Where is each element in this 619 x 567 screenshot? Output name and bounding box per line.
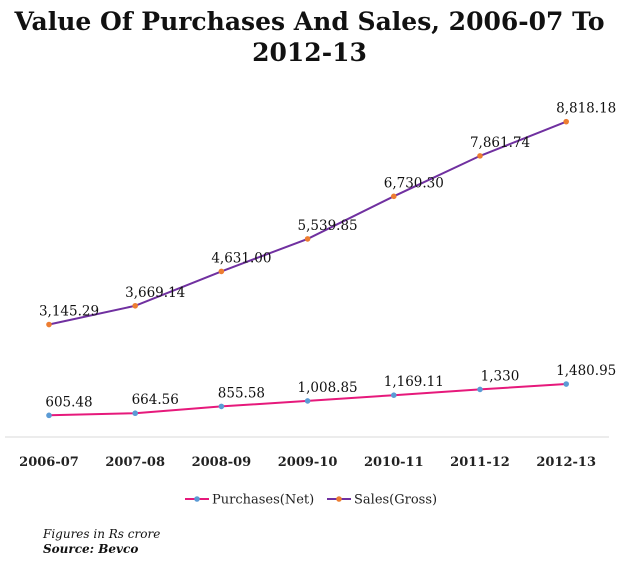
units-note: Figures in Rs crore [43, 527, 161, 541]
legend-label: Sales(Gross) [354, 493, 437, 508]
x-tick-label: 2009-10 [278, 455, 338, 470]
data-point [477, 386, 483, 393]
data-label: 6,730.30 [384, 175, 444, 191]
legend-label: Purchases(Net) [212, 493, 314, 508]
legend: Purchases(Net) Sales(Gross) [185, 493, 437, 508]
data-point [563, 381, 569, 387]
data-label: 1,480.95 [556, 363, 616, 379]
data-point [477, 153, 483, 159]
x-tick-label: 2008-09 [192, 455, 252, 470]
data-label: 7,861.74 [470, 135, 530, 151]
data-point [132, 410, 138, 417]
source-note: Source: Bevco [43, 542, 139, 556]
x-tick-label: 2006-07 [19, 455, 79, 470]
data-point [304, 398, 311, 404]
data-point [46, 321, 52, 328]
legend-swatch-marker [336, 496, 342, 502]
data-label: 605.48 [45, 394, 92, 410]
data-label: 5,539.85 [298, 218, 358, 234]
data-point [304, 236, 311, 242]
data-point [132, 302, 138, 309]
footnote: Figures in Rs crore Source: Bevco [43, 527, 160, 557]
data-label: 855.58 [218, 385, 265, 401]
data-label: 3,669.14 [125, 285, 185, 301]
data-label: 1,169.11 [384, 374, 444, 390]
data-label: 4,631.00 [211, 250, 271, 266]
x-tick-label: 2012-13 [536, 455, 596, 470]
data-point [46, 412, 52, 419]
data-point [218, 403, 225, 410]
data-labels: 605.48 664.56 855.58 1,008.85 1,169.11 1,330 1… [39, 101, 616, 411]
data-point [391, 392, 397, 398]
data-label: 8,818.18 [556, 101, 616, 117]
x-tick-labels: 2006-07 2007-08 2008-09 2009-10 2010-11 2011-… [19, 455, 596, 470]
data-label: 3,145.29 [39, 304, 99, 320]
data-point [218, 268, 225, 275]
data-label: 1,008.85 [298, 380, 358, 396]
chart-title: Value Of Purchases And Sales, 2006-07 To… [14, 7, 605, 67]
x-tick-label: 2007-08 [105, 455, 165, 470]
x-tick-label: 2010-11 [364, 455, 424, 470]
series-markers [46, 118, 569, 419]
legend-swatch-marker [194, 496, 200, 502]
data-label: 1,330 [481, 368, 520, 384]
data-point [563, 118, 569, 125]
data-point [391, 193, 397, 200]
x-tick-label: 2011-12 [450, 455, 510, 470]
data-label: 664.56 [132, 392, 179, 408]
